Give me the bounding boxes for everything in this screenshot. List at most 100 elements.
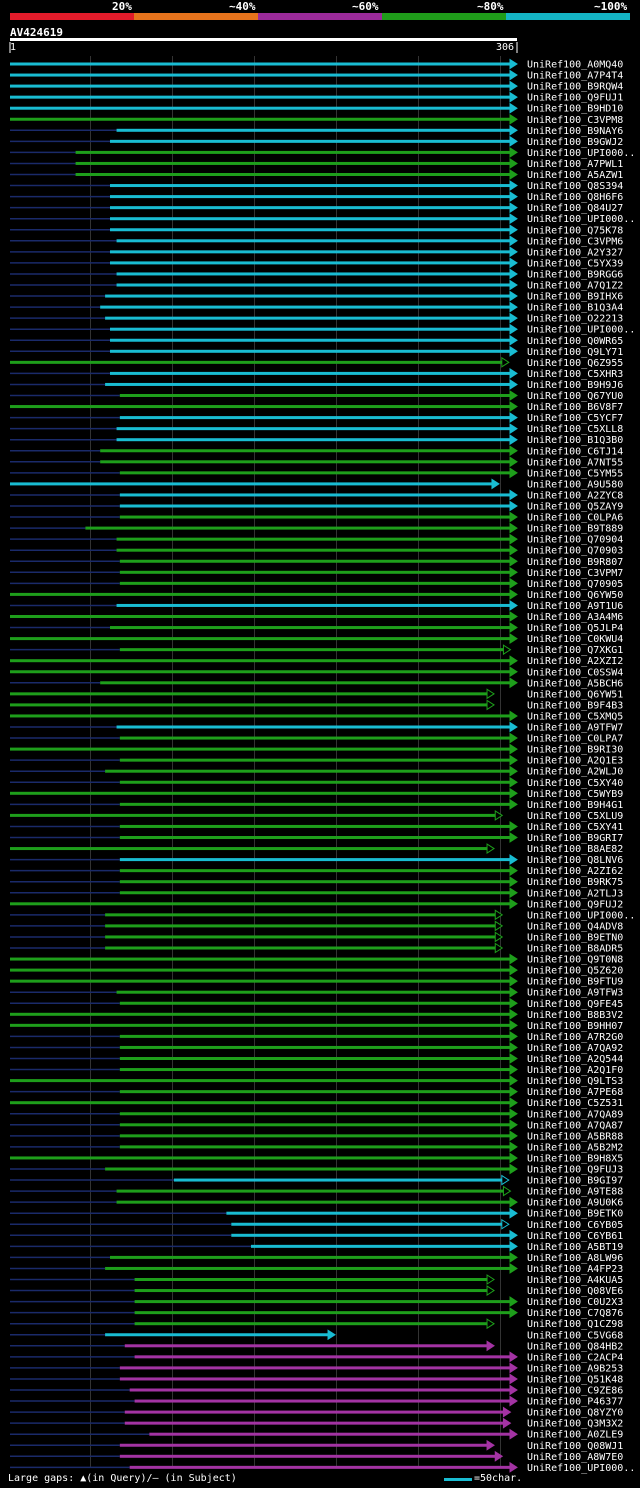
hit-bar — [100, 449, 510, 453]
hit-bar — [119, 570, 511, 574]
hit-bar — [116, 283, 511, 287]
hit-label: UniRef100_Q4ADV8 — [527, 921, 623, 932]
hit-label: UniRef100_B9RI30 — [527, 745, 623, 756]
hit-bar — [116, 603, 511, 607]
hit-label: UniRef100_Q8YZY0 — [527, 1408, 623, 1419]
hit-bar — [116, 272, 511, 276]
hit-bar — [10, 360, 502, 364]
hit-bar — [110, 1255, 510, 1259]
hit-label: UniRef100_C9ZE86 — [527, 1386, 623, 1397]
hit-arrow — [494, 931, 504, 943]
hit-arrow — [509, 102, 518, 114]
hit-bar — [110, 261, 510, 265]
hit-arrow — [509, 1163, 518, 1175]
hit-arrow — [509, 379, 518, 390]
hit-label: UniRef100_A2ZYC8 — [527, 490, 623, 501]
hit-bar — [10, 1023, 510, 1027]
hit-arrow — [509, 235, 518, 247]
hit-bar — [124, 1421, 504, 1425]
hit-bar — [116, 427, 511, 431]
hit-bar — [124, 1344, 488, 1348]
hit-label: UniRef100_UPI000.. — [527, 910, 635, 921]
hit-arrow — [501, 1218, 510, 1230]
hit-arrow — [509, 412, 518, 424]
hit-label: UniRef100_B8B3V2 — [527, 1010, 623, 1021]
hit-label: UniRef100_Q67YU0 — [527, 391, 623, 402]
hit-arrow — [509, 1207, 518, 1219]
hit-arrow — [509, 58, 518, 70]
hit-bar — [105, 935, 496, 939]
hit-label: UniRef100_A7NT55 — [527, 457, 623, 468]
legend-label-40: ~40% — [229, 0, 256, 13]
hit-bar — [10, 957, 510, 961]
hit-label: UniRef100_C0KWU4 — [527, 634, 623, 645]
hit-bar — [10, 106, 510, 110]
hit-label: UniRef100_Q84HB2 — [527, 1341, 623, 1352]
ruler-start-label: 1 — [10, 42, 17, 53]
hit-bar — [116, 239, 511, 243]
hit-arrow — [509, 854, 518, 866]
hit-label: UniRef100_C5XLU9 — [527, 811, 623, 822]
hit-arrow — [502, 1185, 512, 1197]
hit-arrow — [509, 1384, 518, 1396]
hit-bar — [105, 1333, 329, 1337]
hit-label: UniRef100_Q8H6F6 — [527, 192, 623, 203]
hit-arrow — [509, 1373, 518, 1385]
hit-bar — [119, 394, 511, 397]
hit-bar — [100, 460, 510, 464]
hit-bar — [119, 880, 511, 884]
hit-bar — [119, 1145, 511, 1149]
hit-label: UniRef100_A7QA92 — [527, 1043, 623, 1054]
hit-label: UniRef100_A2Q1F0 — [527, 1065, 623, 1076]
hit-bar — [10, 1079, 510, 1083]
hit-label: UniRef100_Q5Z620 — [527, 966, 623, 977]
hit-label: UniRef100_A9T1U6 — [527, 601, 623, 612]
scale-swatch — [444, 1478, 472, 1481]
hit-bar — [105, 1167, 510, 1171]
hit-bar — [100, 305, 510, 309]
hit-bar — [119, 1090, 511, 1094]
hit-label: UniRef100_B9RGG6 — [527, 269, 623, 280]
hit-label: UniRef100_UPI000.. — [527, 148, 635, 159]
hit-arrow — [486, 1340, 495, 1352]
hit-label: UniRef100_A7Q1Z2 — [527, 281, 623, 292]
hit-arrow — [509, 1075, 518, 1087]
hit-label: UniRef100_A8LW96 — [527, 1253, 623, 1264]
hit-arrow — [509, 710, 518, 722]
hit-arrow — [509, 666, 518, 678]
hit-arrow — [509, 887, 518, 899]
hit-label: UniRef100_Q9LY71 — [527, 347, 623, 358]
hit-label: UniRef100_A8W7E0 — [527, 1452, 623, 1463]
hit-bar — [119, 471, 511, 475]
hit-label: UniRef100_Q5ZAY9 — [527, 502, 623, 513]
hit-label: UniRef100_C5WYB9 — [527, 789, 623, 800]
hit-arrow — [509, 975, 518, 987]
hit-label: UniRef100_Q9FE45 — [527, 999, 623, 1010]
hit-bar — [75, 161, 511, 165]
hit-bar — [119, 559, 511, 563]
hit-bar — [110, 206, 510, 210]
hit-label: UniRef100_B8AE82 — [527, 844, 623, 855]
hit-bar — [110, 626, 510, 630]
hit-bar — [110, 338, 510, 342]
gaps-legend: Large gaps: ▲(in Query)/— (in Subject) — [8, 1473, 237, 1484]
hit-arrow — [509, 1240, 518, 1252]
hit-label: UniRef100_A2Y327 — [527, 247, 623, 258]
legend-swatch-1 — [134, 13, 258, 20]
hit-arrow — [509, 146, 518, 158]
hit-label: UniRef100_B9HD10 — [527, 104, 623, 115]
hit-arrow — [509, 1030, 518, 1042]
hit-label: UniRef100_B9GI97 — [527, 1176, 623, 1187]
hit-label: UniRef100_B9H4G1 — [527, 800, 623, 811]
hit-label: UniRef100_A2Q544 — [527, 1054, 623, 1065]
hit-bar — [10, 1101, 510, 1105]
hit-bar — [134, 1399, 511, 1403]
hit-label: UniRef100_C7Q876 — [527, 1308, 623, 1319]
hit-label: UniRef100_B9NAY6 — [527, 126, 623, 137]
hit-label: UniRef100_A2TLJ3 — [527, 888, 623, 899]
hit-bar — [105, 294, 510, 298]
hit-arrow — [509, 268, 518, 280]
hit-bar — [119, 515, 511, 519]
hit-arrow — [502, 1417, 512, 1429]
hit-label: UniRef100_A9TE88 — [527, 1187, 623, 1198]
